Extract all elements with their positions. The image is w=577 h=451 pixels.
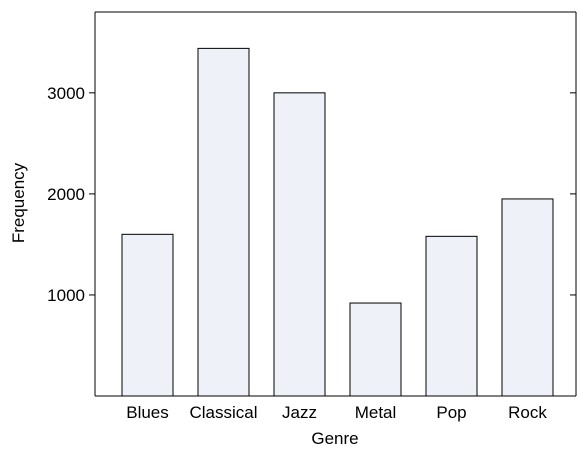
x-axis-label: Genre [311, 429, 358, 448]
y-tick-label: 1000 [47, 286, 85, 305]
x-tick-label: Rock [508, 403, 547, 422]
bar-jazz [273, 92, 326, 397]
x-axis: Blues Classical Jazz Metal Pop Rock [126, 403, 547, 422]
x-tick-label: Classical [189, 403, 257, 422]
y-tick-label: 3000 [47, 84, 85, 103]
x-tick-label: Blues [126, 403, 169, 422]
bar-rock [501, 198, 554, 397]
x-tick-label: Metal [355, 403, 397, 422]
bars-group [121, 47, 554, 397]
bar-blues [121, 233, 174, 397]
bar-pop [425, 235, 478, 397]
y-tick-label: 2000 [47, 185, 85, 204]
bar-classical [197, 47, 250, 397]
x-tick-label: Pop [436, 403, 466, 422]
x-tick-label: Jazz [282, 403, 317, 422]
bar-metal [349, 302, 402, 397]
y-axis: 1000 2000 3000 [47, 84, 576, 305]
y-axis-label: Frequency [9, 162, 28, 243]
plot-frame [94, 11, 577, 397]
